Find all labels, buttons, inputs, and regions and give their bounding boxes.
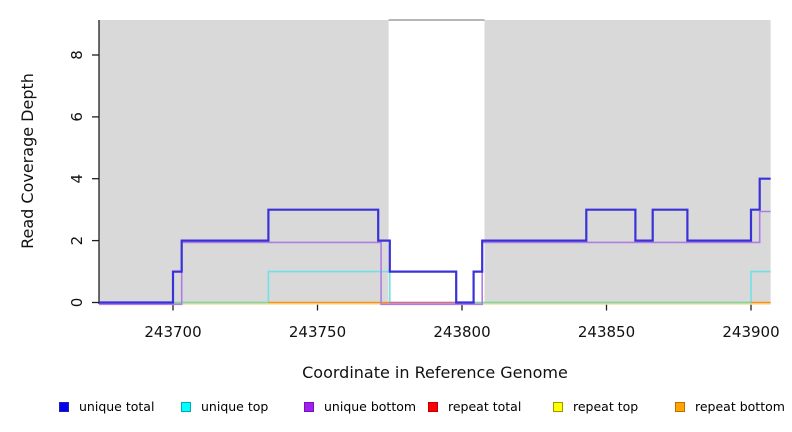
y-tick-label: 0 (68, 298, 86, 308)
repeat-region-shading (484, 20, 771, 304)
y-tick-label: 6 (68, 112, 86, 122)
y-tick-label: 4 (68, 174, 86, 184)
y-axis-title: Read Coverage Depth (18, 73, 37, 249)
x-tick-label: 243900 (722, 323, 779, 341)
series-unique-top (99, 270, 771, 304)
x-tick-label: 243800 (433, 323, 490, 341)
x-axis-title: Coordinate in Reference Genome (302, 363, 568, 382)
series-unique-total (99, 177, 771, 304)
x-tick-label: 243750 (289, 323, 346, 341)
x-tick-label: 243700 (144, 323, 201, 341)
repeat-region-shading (99, 20, 389, 304)
y-tick-label: 2 (68, 236, 86, 246)
y-tick-label: 8 (68, 50, 86, 60)
x-tick-label: 243850 (578, 323, 635, 341)
series-unique-bottom (99, 210, 771, 306)
